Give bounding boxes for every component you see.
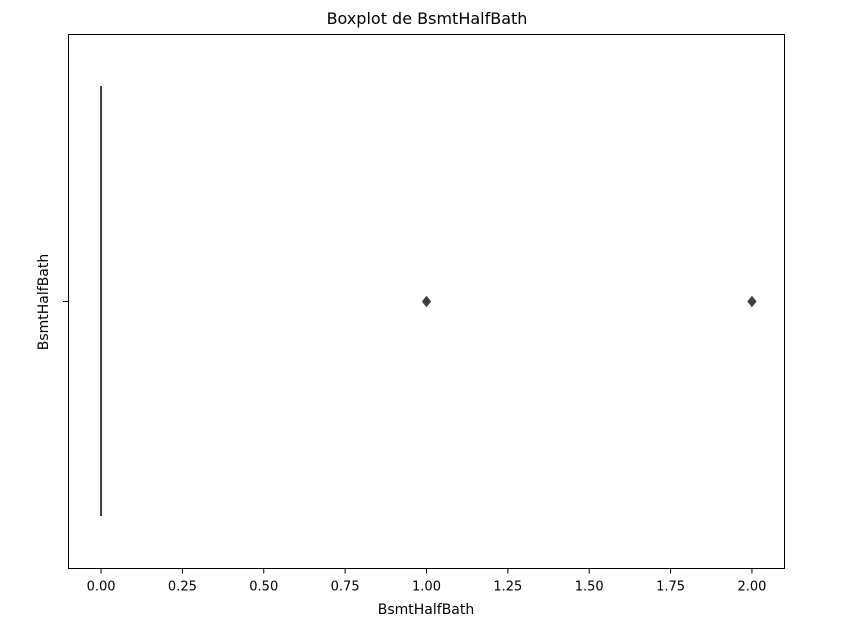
x-tick-label: 1.75: [656, 580, 685, 595]
x-tick-label: 0.00: [87, 580, 116, 595]
x-tick-label: 1.50: [575, 580, 604, 595]
outlier-point: [747, 295, 757, 308]
x-tick-label: 2.00: [737, 580, 766, 595]
x-tick-label: 0.25: [168, 580, 197, 595]
y-axis-label: BsmtHalfBath: [36, 254, 52, 351]
x-axis-label: BsmtHalfBath: [378, 602, 475, 618]
x-tick-label: 1.25: [493, 580, 522, 595]
x-tick-label: 0.75: [331, 580, 360, 595]
chart-title: Boxplot de BsmtHalfBath: [327, 9, 528, 28]
outlier-point: [421, 295, 432, 308]
x-tick-label: 0.50: [249, 580, 278, 595]
x-tick-label: 1.00: [412, 580, 441, 595]
